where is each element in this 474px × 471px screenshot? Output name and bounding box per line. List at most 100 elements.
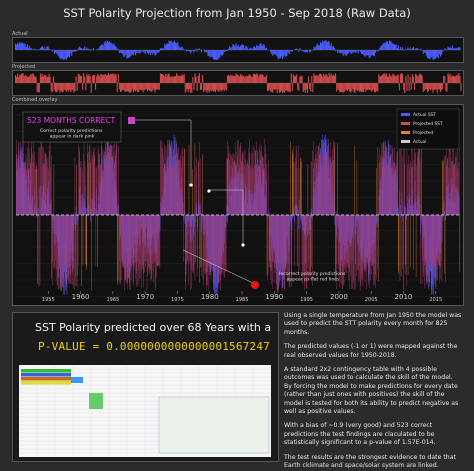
actual-strip-bar (284, 50, 285, 56)
projected-strip-bar (174, 76, 175, 83)
projected-strip-bar (274, 83, 275, 90)
projected-strip-bar (27, 77, 28, 83)
actual-strip-bar (337, 50, 338, 53)
projected-strip-bar (457, 75, 458, 83)
actual-strip-bar (277, 50, 278, 57)
projected-strip-bar (72, 83, 73, 90)
projected-strip-bar (370, 83, 371, 90)
actual-strip-bar (93, 48, 94, 50)
actual-strip-bar (133, 50, 134, 55)
description-paragraph-1: The predicted values (-1 or 1) were mapp… (284, 343, 462, 360)
actual-strip-bar (264, 45, 265, 50)
actual-strip-bar (80, 48, 81, 50)
actual-bar (398, 208, 399, 215)
sheet-highlight-row (21, 373, 71, 377)
actual-strip-bar (257, 46, 258, 50)
projected-strip-bar (243, 76, 244, 83)
actual-strip-bar (372, 50, 373, 55)
actual-strip-bar (384, 43, 385, 50)
actual-bar (459, 214, 460, 215)
projected-strip-bar (53, 76, 54, 83)
projected-strip-bar (453, 76, 454, 83)
projected-strip-bar (32, 73, 33, 83)
projected-strip-bar (300, 76, 301, 83)
actual-strip-bar (424, 50, 425, 53)
projected-strip-bar (119, 83, 120, 89)
projected-strip-bar (139, 83, 140, 90)
actual-strip-bar (31, 48, 32, 50)
actual-strip-bar (78, 48, 79, 50)
projected-strip-bar (78, 74, 79, 83)
actual-strip-bar (250, 48, 251, 50)
projected-strip-bar (253, 74, 254, 83)
actual-strip-bar (138, 50, 139, 53)
projected-strip-bar (242, 75, 243, 83)
projected-strip-bar (302, 76, 303, 83)
projected-strip-bar (401, 73, 402, 83)
projected-strip-bar (159, 83, 160, 90)
actual-strip-bar (244, 48, 245, 50)
actual-strip-bar (318, 45, 319, 50)
projected-strip-bar (214, 83, 215, 91)
actual-strip-bar (178, 46, 179, 50)
actual-strip-bar (436, 50, 437, 58)
projected-strip-bar (403, 83, 404, 90)
incorrect-note-text: Incorrect polarity predictions appear as… (279, 271, 347, 283)
actual-strip-bar (136, 50, 137, 53)
actual-strip-bar (132, 50, 133, 54)
projected-strip-bar (325, 74, 326, 83)
projected-strip-bar (83, 73, 84, 83)
actual-strip-bar (70, 50, 71, 53)
projected-strip-bar (73, 83, 74, 93)
actual-strip-bar (386, 41, 387, 50)
projected-strip-bar (320, 74, 321, 84)
projected-strip-bar (365, 83, 366, 92)
actual-strip-bar (105, 41, 106, 50)
projected-strip-bar (240, 74, 241, 83)
projected-strip-bar (312, 83, 313, 92)
projected-strip-bar (280, 83, 281, 92)
actual-strip-bar (355, 50, 356, 53)
projected-strip-bar (387, 76, 388, 83)
projected-strip-bar (321, 75, 322, 83)
actual-strip-bar (102, 44, 103, 50)
x-tick-label: 2015 (429, 297, 442, 303)
description-paragraph-4: The test results are the strongest evide… (284, 454, 462, 471)
projected-strip-bar (429, 83, 430, 89)
projected-strip-bar (247, 76, 248, 83)
projected-strip-bar (379, 76, 380, 83)
projected-strip-bar (270, 83, 271, 92)
projected-strip-bar (197, 83, 198, 91)
projected-strip-bar (443, 76, 444, 83)
actual-strip-bar (198, 49, 199, 50)
actual-strip-bar (24, 43, 25, 50)
actual-strip-bar (380, 46, 381, 50)
actual-strip-bar (191, 50, 192, 51)
actual-strip-bar (407, 48, 408, 50)
actual-strip-bar (213, 50, 214, 59)
projected-strip-bar (127, 83, 128, 91)
projected-strip-bar (266, 75, 267, 83)
projected-strip-bar (411, 83, 412, 90)
actual-strip-bar (52, 50, 53, 52)
projected-strip-bar (432, 83, 433, 93)
sheet-highlight-block (89, 393, 103, 409)
projected-strip-bar (385, 75, 386, 83)
projected-strip-bar (306, 83, 307, 89)
projected-strip-bar (198, 76, 199, 83)
projected-strip-bar (255, 74, 256, 83)
actual-strip-bar (323, 42, 324, 50)
projected-strip-bar (207, 83, 208, 90)
actual-strip-panel (12, 37, 464, 63)
correct-point (189, 183, 192, 186)
projected-strip-bar (134, 83, 135, 90)
actual-strip-bar (309, 50, 310, 52)
actual-strip-bar (72, 50, 73, 52)
projected-strip-bar (166, 77, 167, 83)
projected-strip-bar (234, 76, 235, 83)
projected-strip-bar (256, 73, 257, 83)
actual-strip-bar (240, 46, 241, 50)
actual-strip-bar (278, 50, 279, 60)
projected-strip-bar (89, 74, 90, 83)
actual-strip-bar (398, 45, 399, 50)
